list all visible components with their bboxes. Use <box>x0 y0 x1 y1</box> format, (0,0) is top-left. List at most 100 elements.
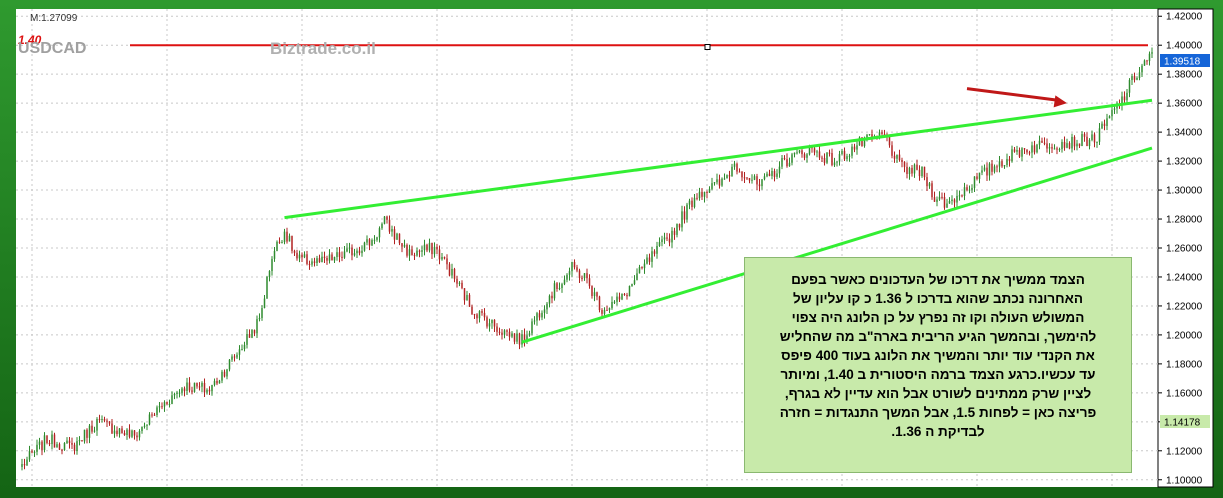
candle <box>493 319 496 333</box>
candle <box>1048 143 1051 155</box>
candle <box>433 242 436 258</box>
candle <box>651 246 653 268</box>
candle <box>38 437 41 450</box>
candle <box>366 235 368 246</box>
candle <box>971 184 973 193</box>
candle <box>548 294 551 308</box>
y-tick-label: 1.16000 <box>1166 388 1203 399</box>
candle <box>841 148 843 156</box>
candle <box>358 246 361 256</box>
candle <box>941 192 943 200</box>
candle <box>518 332 521 350</box>
candle <box>538 310 541 321</box>
candle <box>523 328 526 347</box>
candle <box>771 167 773 180</box>
candle <box>958 190 961 201</box>
candle <box>783 155 786 161</box>
candle <box>903 161 906 173</box>
candle <box>646 254 648 265</box>
candle <box>343 245 346 259</box>
candle <box>831 148 833 167</box>
candle <box>556 282 558 292</box>
overlay-lines <box>130 44 1153 344</box>
candle <box>818 145 821 160</box>
candle <box>986 162 988 181</box>
candle <box>416 247 418 257</box>
candle <box>1068 141 1071 150</box>
candle <box>843 147 846 161</box>
candle <box>963 182 966 201</box>
candle <box>921 166 923 178</box>
candle <box>898 149 901 162</box>
candle <box>511 331 513 339</box>
lower-trendline-line[interactable] <box>521 146 1153 344</box>
candle <box>33 450 36 457</box>
candle <box>531 318 533 336</box>
candle <box>126 428 128 440</box>
candle <box>508 328 511 341</box>
candle <box>856 141 858 155</box>
candle <box>906 162 908 179</box>
candle <box>1096 141 1098 148</box>
candle <box>816 149 818 158</box>
candle <box>1148 51 1151 66</box>
candle <box>338 246 341 263</box>
candle <box>591 285 593 299</box>
candle <box>881 129 883 136</box>
candle <box>691 197 693 211</box>
candle <box>171 391 173 405</box>
candle <box>391 225 393 237</box>
candle <box>551 291 553 304</box>
candle <box>1003 165 1006 169</box>
candle <box>181 386 183 396</box>
line-handle[interactable] <box>704 44 711 50</box>
candle <box>683 206 686 224</box>
candle <box>41 440 43 456</box>
candle <box>961 194 963 198</box>
candle <box>163 400 166 412</box>
candle <box>461 280 463 290</box>
candle <box>1066 138 1068 149</box>
candle <box>383 215 386 225</box>
candle <box>318 254 321 263</box>
candle <box>321 251 323 263</box>
candle <box>328 249 331 264</box>
candle <box>996 164 998 173</box>
candle <box>918 165 921 181</box>
candle <box>998 156 1001 173</box>
candle <box>451 263 453 279</box>
candle <box>576 264 578 273</box>
candle <box>288 233 291 242</box>
candle <box>596 291 598 301</box>
candle <box>661 235 663 247</box>
candle <box>83 429 86 444</box>
candle <box>656 241 658 259</box>
candle <box>533 316 536 325</box>
candle <box>443 256 446 260</box>
candle <box>173 392 176 400</box>
candle <box>148 412 151 426</box>
candle <box>423 239 426 256</box>
candle <box>53 432 56 448</box>
candle <box>411 245 413 256</box>
y-tick-label: 1.36000 <box>1166 99 1203 110</box>
candle <box>98 414 101 423</box>
candle <box>28 445 31 462</box>
candle <box>928 182 931 189</box>
y-tick-label: 1.38000 <box>1166 70 1203 81</box>
candle <box>466 290 468 301</box>
candle <box>1093 132 1096 148</box>
y-tick-label: 1.10000 <box>1166 475 1203 486</box>
candle <box>81 439 83 442</box>
candle <box>911 165 913 177</box>
candle <box>748 177 751 184</box>
candle <box>36 439 38 456</box>
candle <box>316 255 318 266</box>
candle <box>553 280 556 301</box>
upper-trendline-line[interactable] <box>284 98 1153 220</box>
candle <box>196 382 198 389</box>
candle <box>176 390 178 399</box>
note-line: להימשך, ובהמשך הגיע הריבית בארה"ב מה שהח… <box>779 329 1097 344</box>
candle <box>103 416 106 423</box>
